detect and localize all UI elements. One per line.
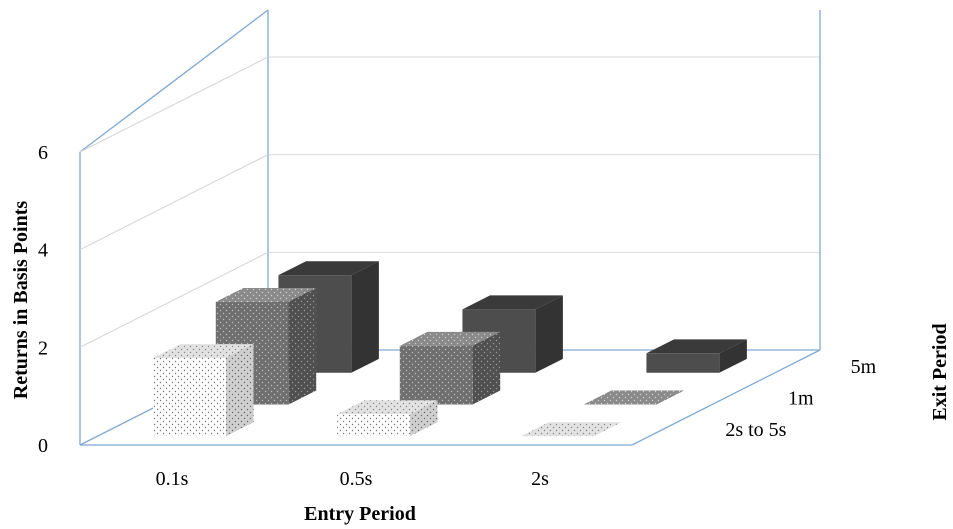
floor-right-edge [631,349,821,446]
bar-side-face [351,261,379,373]
bar-top-face [337,400,438,415]
bar-front-face [153,358,226,437]
bar-front-face [399,345,473,405]
bar-side-face [225,344,254,437]
bars-layer [153,261,747,437]
bar-top-face [153,344,254,358]
bar-top-face [646,339,747,354]
x-tick-label: 0.5s [340,468,373,490]
y-tick-label: 6 [38,142,48,164]
y-tick-label: 4 [38,240,48,262]
gridline-1 [79,154,820,251]
side-gridline-2 [79,154,269,251]
x-tick-label: 2s [531,468,549,490]
bar-2s-to-5s-2s [521,422,622,437]
bar-5m-2s [646,339,747,373]
bar-front-face [646,353,720,373]
bar-top-face [462,295,563,310]
y-tick-label: 0 [38,435,48,457]
bar-top-face [583,390,685,405]
bar-top-face [215,287,317,302]
bar-top-face [521,422,622,437]
bar-top-face [399,331,501,346]
z-axis-title: Exit Period [929,323,951,420]
y-tick-label: 2 [38,337,48,359]
labels-layer: Entry Period Returns in Basis Points Exi… [10,142,951,525]
bar-2s-to-5s-0.5s [337,400,438,437]
bar-1m-0.5s [399,331,501,405]
x-tick-label: 0.1s [156,468,189,490]
z-tick-label: 1m [788,388,814,410]
bar-1m-2s [583,390,685,405]
side-gridline-1 [79,251,269,348]
gridline-2 [79,56,820,153]
x-axis-title: Entry Period [304,503,416,525]
bar-side-face [409,400,438,437]
side-gridline-3 [79,56,269,153]
bar-front-face [337,414,410,437]
side-wall-top-edge [79,9,269,153]
bar-side-face [535,295,563,373]
z-tick-label: 5m [851,356,877,378]
bar-side-face [288,287,317,405]
bar-side-face [719,339,747,373]
y-axis-title: Returns in Basis Points [10,201,32,400]
bar-top-face [278,261,379,276]
z-tick-label: 2s to 5s [725,419,786,441]
bar-2s-to-5s-0.1s [153,344,254,437]
bar-side-face [472,331,501,405]
